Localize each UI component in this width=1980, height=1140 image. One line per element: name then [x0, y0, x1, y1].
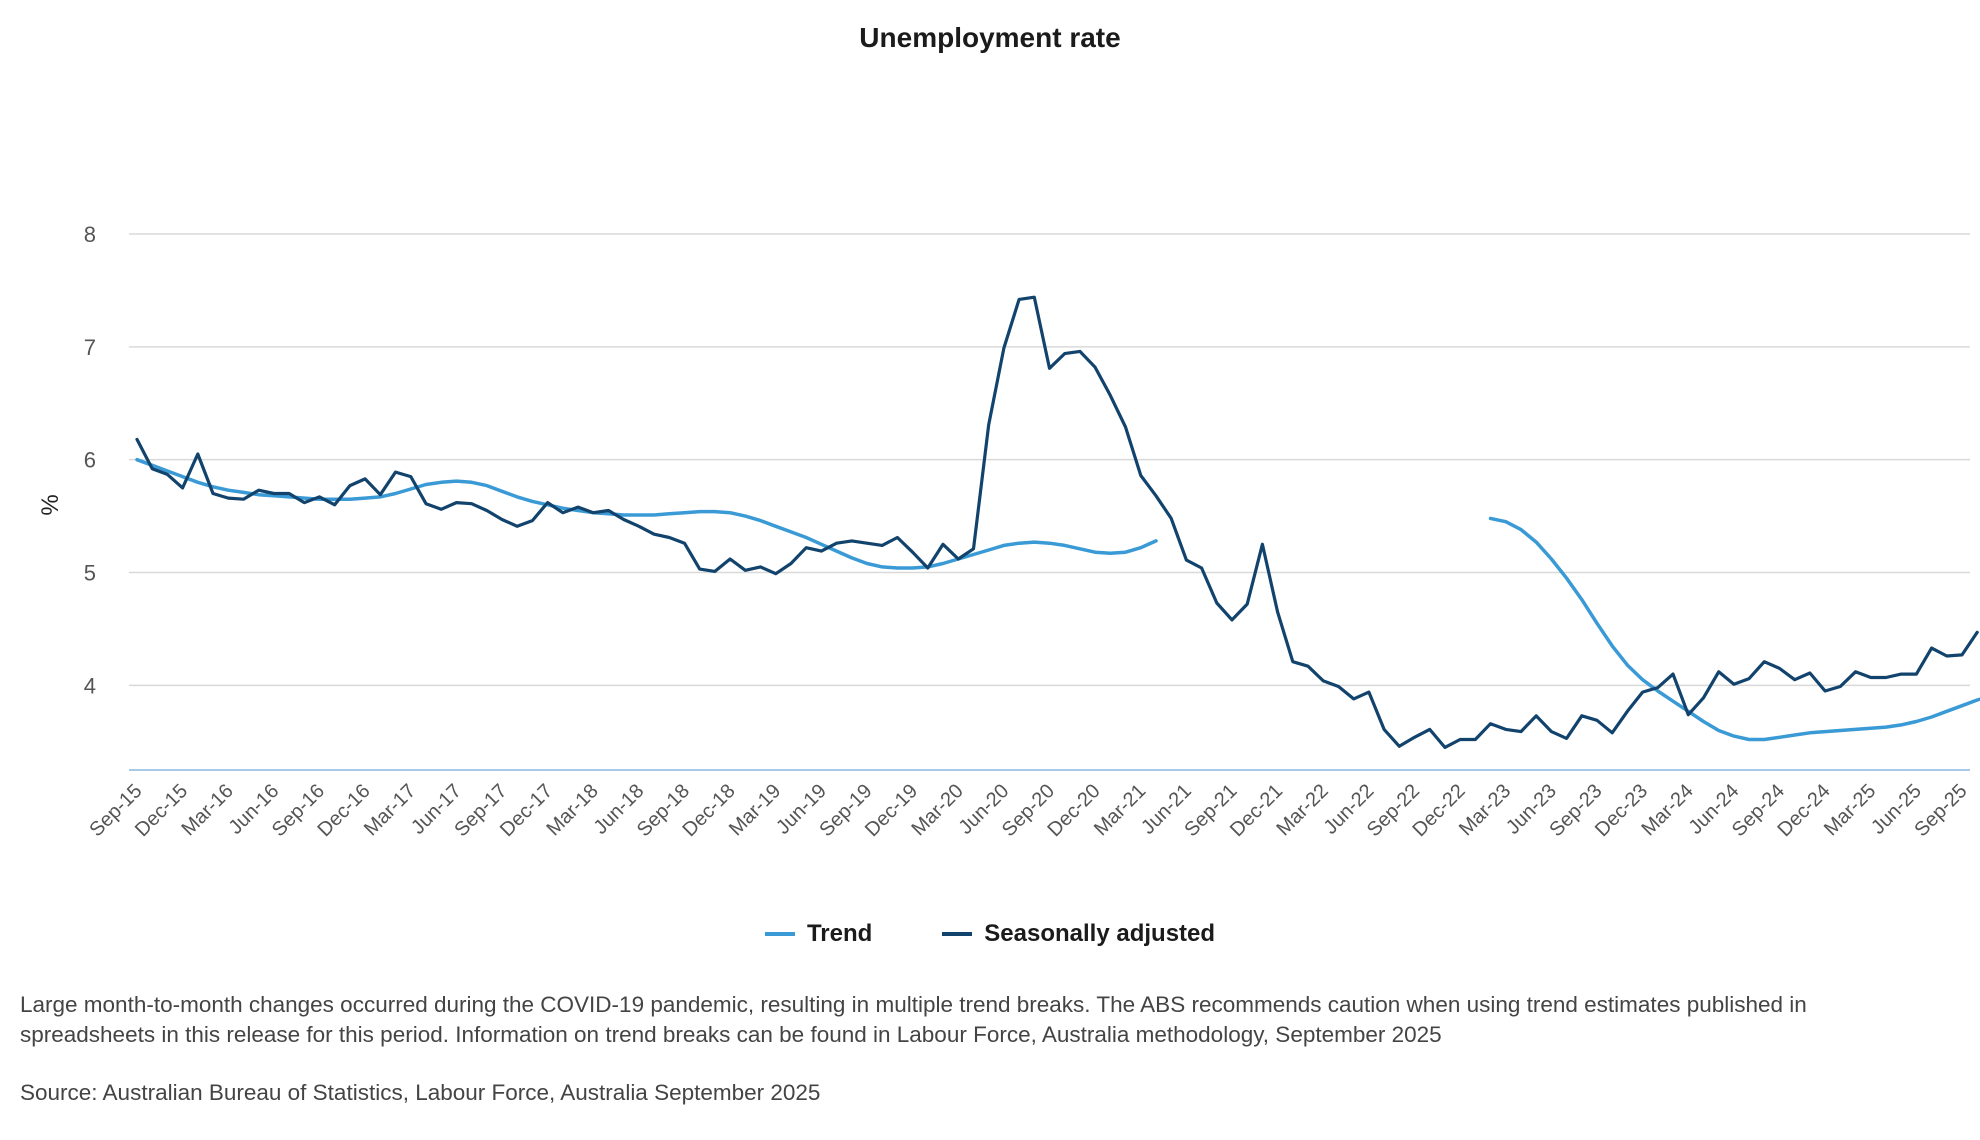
legend-item-trend[interactable]: Trend: [764, 920, 873, 948]
line-chart: 4 5 6 7 8 % Sep-15Dec-15Mar-16Jun-16Sep-16De…: [37, 222, 1980, 841]
x-tick-label: Mar-16: [177, 780, 237, 840]
y-tick-label: 5: [84, 561, 96, 586]
series-line-trend-segment-2[interactable]: [1488, 516, 1980, 742]
x-tick-label: Mar-24: [1637, 780, 1697, 840]
series-line-trend-segment-1[interactable]: [135, 457, 1158, 570]
legend-swatch-seasonally-adjusted: [942, 932, 973, 936]
x-tick-label: Dec-18: [679, 780, 740, 841]
x-tick-label: Mar-17: [360, 780, 420, 840]
legend-swatch-trend: [764, 932, 795, 936]
x-tick-label: Mar-21: [1090, 780, 1150, 840]
legend-label-trend: Trend: [806, 920, 873, 947]
x-tick-label: Dec-22: [1409, 780, 1470, 841]
x-tick-label: Dec-23: [1591, 780, 1652, 841]
x-tick-label: Dec-16: [314, 780, 375, 841]
x-axis: Sep-15Dec-15Mar-16Jun-16Sep-16Dec-16Mar-…: [85, 769, 1972, 841]
series-lines: [135, 295, 1980, 750]
chart-title: Unemployment rate: [859, 22, 1121, 53]
x-tick-label: Mar-25: [1820, 780, 1880, 840]
series-line-seasonally-adjusted-segment-1[interactable]: [135, 295, 1979, 750]
source-note: Source: Australian Bureau of Statistics,…: [20, 1080, 821, 1105]
x-tick-label: Mar-23: [1455, 780, 1515, 840]
x-tick-label: Dec-17: [496, 780, 557, 841]
y-tick-label: 8: [84, 222, 96, 247]
y-tick-label: 4: [84, 673, 96, 698]
gridlines: [129, 233, 1970, 687]
legend: Trend Seasonally adjusted: [0, 920, 1980, 948]
y-axis-label: %: [37, 494, 64, 515]
x-tick-label: Mar-22: [1272, 780, 1332, 840]
x-tick-label: Dec-24: [1774, 780, 1835, 841]
x-tick-label: Mar-20: [907, 780, 967, 840]
x-tick-label: Mar-18: [542, 780, 602, 840]
x-tick-label: Dec-21: [1226, 780, 1287, 841]
footnote: Large month-to-month changes occurred du…: [20, 992, 1807, 1047]
y-tick-label: 7: [84, 335, 96, 360]
y-tick-label: 6: [84, 448, 96, 473]
x-tick-label: Dec-20: [1044, 780, 1105, 841]
x-tick-label: Mar-19: [725, 780, 785, 840]
y-axis: 4 5 6 7 8: [84, 222, 96, 698]
x-tick-label: Sep-25: [1910, 780, 1971, 841]
legend-item-seasonally-adjusted[interactable]: Seasonally adjusted: [942, 920, 1215, 948]
x-tick-label: Dec-19: [861, 780, 922, 841]
legend-label-seasonally-adjusted: Seasonally adjusted: [984, 920, 1216, 947]
x-tick-label: Dec-15: [131, 780, 192, 841]
